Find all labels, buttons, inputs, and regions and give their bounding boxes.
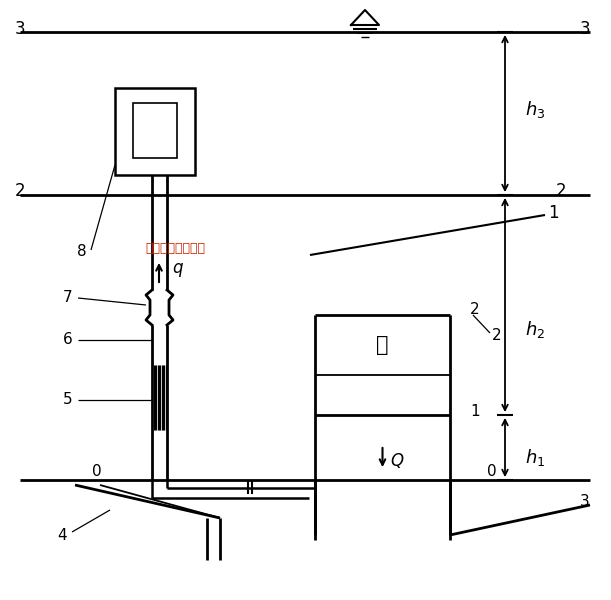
Text: 3: 3 (580, 494, 590, 509)
Text: 泵: 泵 (376, 335, 389, 355)
Text: $h_2$: $h_2$ (525, 319, 545, 340)
Text: 3: 3 (580, 20, 591, 38)
Text: 4: 4 (57, 527, 67, 542)
Text: 1: 1 (470, 404, 480, 419)
Text: 1: 1 (548, 204, 558, 222)
Text: 7: 7 (63, 290, 73, 305)
Text: 3: 3 (15, 20, 26, 38)
Bar (115, 88, 195, 175)
Text: 2: 2 (470, 302, 480, 317)
Text: 2: 2 (492, 328, 502, 343)
Text: 江苏华云流量计厂: 江苏华云流量计厂 (145, 241, 205, 254)
Text: 2: 2 (556, 182, 566, 200)
Bar (133, 103, 177, 158)
Text: 8: 8 (77, 245, 87, 259)
Text: $h_1$: $h_1$ (525, 446, 545, 467)
Text: 0: 0 (487, 464, 497, 479)
Text: $h_3$: $h_3$ (525, 100, 546, 121)
Text: $Q$: $Q$ (390, 451, 405, 469)
Text: $q$: $q$ (172, 261, 184, 279)
Text: 0: 0 (92, 464, 102, 479)
Text: 5: 5 (63, 392, 73, 407)
Text: 6: 6 (63, 332, 73, 347)
Text: 2: 2 (15, 182, 26, 200)
